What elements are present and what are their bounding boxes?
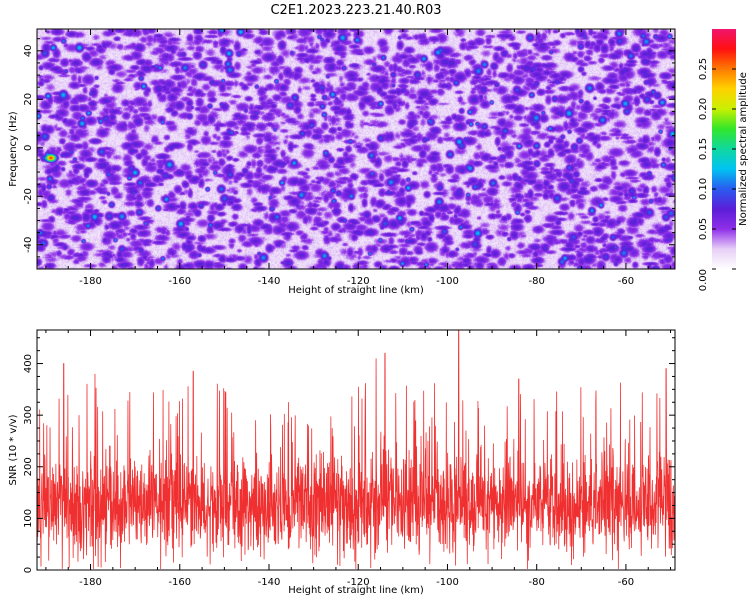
y-tick-label: 20 — [23, 93, 34, 106]
figure-title: C2E1.2023.223.21.40.R03 — [270, 3, 441, 18]
y-tick-label: 200 — [23, 457, 34, 476]
heatmap-x-ticks: -180 -160 -140 -120 -100 -80 -60 — [45, 29, 672, 287]
x-tick-label: -140 — [258, 276, 281, 287]
colorbar-tick-label: 0.05 — [698, 218, 709, 240]
x-tick-label: -120 — [347, 276, 370, 287]
x-tick-label: -140 — [258, 577, 281, 588]
colorbar-tick-label: 0.25 — [698, 58, 709, 80]
y-tick-label: 400 — [23, 354, 34, 373]
y-tick-label: 0 — [23, 567, 34, 573]
snr-x-ticks: -180 -160 -140 -120 -100 -80 -60 — [45, 330, 672, 588]
snr-panel: -180 -160 -140 -120 -100 -80 -60 0 100 200 300 400… — [8, 329, 676, 596]
x-tick-label: -80 — [529, 276, 545, 287]
y-tick-label: 40 — [23, 44, 34, 57]
x-tick-label: -180 — [79, 276, 102, 287]
y-tick-label: 0 — [23, 145, 34, 151]
x-tick-label: -120 — [347, 577, 370, 588]
x-tick-label: -60 — [618, 276, 634, 287]
y-tick-label: 100 — [23, 509, 34, 528]
heatmap-image-area — [37, 29, 675, 269]
heatmap-canvas — [37, 29, 675, 269]
colorbar-tick-label: 0.00 — [698, 269, 709, 291]
heatmap-x-axis-label: Height of straight line (km) — [288, 285, 424, 296]
x-tick-label: -160 — [168, 276, 191, 287]
x-tick-label: -180 — [79, 577, 102, 588]
y-tick-label: -40 — [23, 237, 34, 253]
x-tick-label: -100 — [436, 577, 459, 588]
snr-series — [37, 330, 675, 569]
y-tick-label: 300 — [23, 406, 34, 425]
x-tick-label: -160 — [168, 577, 191, 588]
snr-y-axis-label: SNR (10 * v/v) — [8, 414, 19, 485]
y-tick-label: -20 — [23, 188, 34, 204]
heatmap-y-ticks: -40 -20 0 20 40 — [23, 38, 675, 270]
x-tick-label: -60 — [618, 577, 634, 588]
colorbar: 0.00 0.05 0.10 0.15 0.20 0.25 Normalized spec… — [698, 29, 749, 291]
colorbar-tick-label: 0.10 — [698, 178, 709, 200]
colorbar-tick-label: 0.15 — [698, 138, 709, 160]
colorbar-label: Normalized spectral amplitude — [738, 72, 749, 226]
heatmap-frame — [36, 28, 676, 270]
colorbar-ticks: 0.00 0.05 0.10 0.15 0.20 0.25 — [698, 58, 736, 291]
x-tick-label: -100 — [436, 276, 459, 287]
heatmap-y-axis-label: Frequency (Hz) — [8, 111, 19, 187]
snr-frame — [36, 329, 676, 571]
colorbar-tick-label: 0.20 — [698, 98, 709, 120]
snr-y-ticks: 0 100 200 300 400 — [23, 337, 675, 573]
spectrogram-panel: -180 -160 -140 -120 -100 -80 -60 -40 -20 0 20 40 H… — [8, 28, 676, 296]
snr-x-axis-label: Height of straight line (km) — [288, 585, 424, 596]
snr-line — [37, 330, 675, 569]
x-tick-label: -80 — [529, 577, 545, 588]
